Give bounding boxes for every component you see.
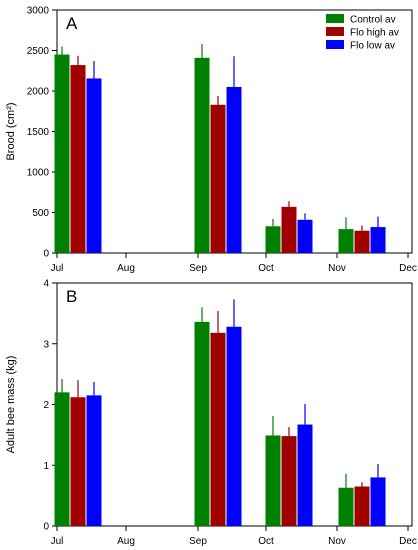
bar-b-nov-2: [354, 486, 370, 526]
x-tick-label: Sep: [189, 536, 207, 547]
bar-a-oct-3: [297, 219, 313, 253]
bar-a-jul-3: [86, 78, 102, 253]
y-axis-title: Adult bee mass (kg): [5, 356, 17, 454]
panel-label: A: [66, 14, 78, 33]
legend-swatch: [326, 14, 344, 23]
bar-b-oct-1: [265, 435, 281, 526]
bar-b-nov-3: [370, 477, 386, 526]
x-tick-label: Nov: [328, 263, 346, 274]
bar-a-nov-3: [370, 227, 386, 253]
chart-panel-a: 0 500 1000 1500 2000 2500 3000 Jul Aug Sep Oct Nov D…: [5, 6, 417, 275]
x-tick-label: Oct: [258, 536, 274, 547]
x-tick-label: Aug: [117, 263, 135, 274]
bar-b-sep-1: [194, 321, 210, 526]
x-tick-label: Aug: [117, 536, 135, 547]
bar-b-jul-2: [70, 397, 86, 526]
chart-panel-b: 0 1 2 3 4 Jul Aug Sep Oct Nov Dec Adult bee mass (k…: [5, 279, 417, 548]
bar-b-sep-3: [226, 326, 242, 526]
y-axis-title: Brood (cm²): [5, 102, 17, 160]
legend-label: Control av: [350, 15, 396, 26]
y-tick-label: 3: [43, 339, 49, 350]
x-tick-label: Sep: [189, 263, 207, 274]
legend-swatch: [326, 27, 344, 36]
x-tick-label: Jul: [51, 536, 64, 547]
y-tick-label: 1000: [27, 168, 50, 179]
bar-b-sep-2: [210, 332, 226, 526]
y-tick-label: 1500: [27, 127, 50, 138]
bar-b-jul-1: [54, 392, 70, 526]
y-tick-label: 2: [43, 400, 49, 411]
y-tick-label: 2000: [27, 87, 50, 98]
legend-label: Flo high av: [350, 28, 399, 39]
bar-b-oct-2: [281, 436, 297, 526]
bar-a-nov-1: [338, 229, 354, 253]
x-tick-label: Jul: [51, 263, 64, 274]
legend-label: Flo low av: [350, 41, 395, 52]
bar-b-jul-3: [86, 395, 102, 526]
panel-label: B: [66, 287, 77, 306]
x-tick-label: Dec: [399, 536, 417, 547]
legend-swatch: [326, 40, 344, 49]
y-tick-label: 0: [43, 249, 49, 260]
bar-a-nov-2: [354, 230, 370, 253]
y-tick-label: 2500: [27, 46, 50, 57]
bar-b-oct-3: [297, 424, 313, 526]
y-tick-label: 3000: [27, 6, 50, 17]
y-tick-label: 1: [43, 461, 49, 472]
x-tick-label: Oct: [258, 263, 274, 274]
x-tick-label: Dec: [399, 263, 417, 274]
y-tick-label: 4: [43, 279, 49, 290]
bar-a-jul-2: [70, 65, 86, 253]
y-tick-label: 500: [32, 208, 49, 219]
bar-a-oct-2: [281, 206, 297, 253]
bar-a-sep-1: [194, 57, 210, 253]
bar-b-nov-1: [338, 487, 354, 526]
bar-a-sep-3: [226, 86, 242, 253]
y-tick-label: 0: [43, 522, 49, 533]
bar-a-jul-1: [54, 54, 70, 253]
x-tick-label: Nov: [328, 536, 346, 547]
bar-a-oct-1: [265, 226, 281, 253]
bar-a-sep-2: [210, 104, 226, 254]
